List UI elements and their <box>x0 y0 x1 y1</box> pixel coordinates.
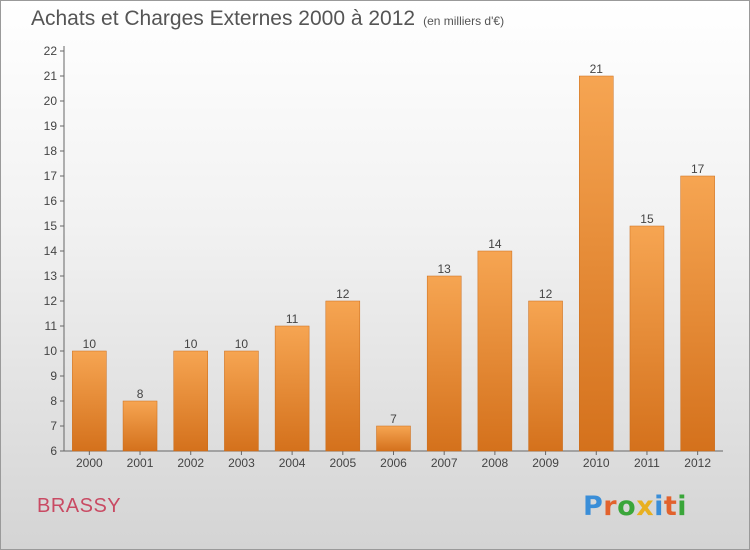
proxiti-logo[interactable]: Proxiti <box>583 491 687 522</box>
bar-2011 <box>629 225 665 452</box>
bar-2005 <box>325 300 361 452</box>
data-label-2006: 7 <box>390 412 397 426</box>
y-tick-label: 16 <box>44 194 58 208</box>
logo-letter: t <box>663 491 678 522</box>
logo-letter: i <box>677 491 688 522</box>
bar-2010 <box>579 75 614 452</box>
bar-2007 <box>426 275 462 452</box>
x-tick-label-2007: 2007 <box>431 456 458 470</box>
data-label-2003: 10 <box>235 337 249 351</box>
y-tick-label: 19 <box>44 119 58 133</box>
x-tick-label-2012: 2012 <box>684 456 711 470</box>
logo-letter: r <box>603 491 618 522</box>
bar-2009 <box>528 300 563 452</box>
bar-2001 <box>122 400 158 452</box>
y-tick-label: 7 <box>50 419 57 433</box>
logo-letter: x <box>636 491 655 522</box>
commune-name: BRASSY <box>37 495 122 517</box>
data-label-2004: 11 <box>286 312 299 326</box>
logo-letter: P <box>583 491 604 522</box>
data-label-2005: 12 <box>336 287 350 301</box>
data-label-2012: 17 <box>691 162 705 176</box>
y-tick-label: 20 <box>44 94 58 108</box>
y-tick-label: 15 <box>44 219 58 233</box>
x-tick-label-2011: 2011 <box>634 456 660 470</box>
chart-labels: 10 2000 8 2001 10 2002 10 2003 11 2004 12 2005 7 2006… <box>76 62 711 470</box>
bar-2012 <box>680 175 715 452</box>
y-tick-label: 11 <box>45 319 58 333</box>
x-tick-label-2009: 2009 <box>532 456 559 470</box>
y-tick-label: 13 <box>44 269 58 283</box>
x-tick-label-2005: 2005 <box>329 456 356 470</box>
x-tick-label-2008: 2008 <box>482 456 509 470</box>
y-tick-label: 21 <box>44 69 58 83</box>
chart-title-unit: (en milliers d'€) <box>423 14 505 28</box>
y-tick-label: 9 <box>50 369 57 383</box>
bar-2008 <box>477 250 513 452</box>
x-tick-label-2001: 2001 <box>127 456 154 470</box>
data-label-2010: 21 <box>590 62 604 76</box>
chart-title: Achats et Charges Externes 2000 à 2012 (e… <box>31 7 504 31</box>
x-tick-label-2010: 2010 <box>583 456 610 470</box>
bar-2004 <box>274 325 310 452</box>
data-label-2007: 13 <box>438 262 452 276</box>
x-tick-label-2003: 2003 <box>228 456 255 470</box>
x-tick-label-2002: 2002 <box>177 456 204 470</box>
y-tick-label: 6 <box>50 444 57 458</box>
bar-2003 <box>224 350 259 452</box>
x-tick-label-2000: 2000 <box>76 456 103 470</box>
y-tick-label: 12 <box>44 294 58 308</box>
x-tick-label-2006: 2006 <box>380 456 407 470</box>
data-label-2009: 12 <box>539 287 553 301</box>
logo-letter: i <box>654 491 664 522</box>
data-label-2001: 8 <box>137 387 144 401</box>
y-tick-label: 22 <box>44 44 58 58</box>
bar-2006 <box>376 425 411 452</box>
data-label-2008: 14 <box>488 237 502 251</box>
y-tick-label: 18 <box>44 144 58 158</box>
bar-2002 <box>173 350 208 452</box>
bar-2000 <box>72 350 107 452</box>
logo-letter: o <box>617 491 637 522</box>
y-tick-label: 17 <box>44 169 58 183</box>
x-tick-label-2004: 2004 <box>279 456 306 470</box>
y-tick-label: 14 <box>44 244 58 258</box>
y-tick-label: 8 <box>50 394 57 408</box>
chart-axes: 6 7 8 9 10 11 12 13 14 15 16 17 18 19 20 21 22 <box>44 44 723 458</box>
chart-bars <box>72 75 715 452</box>
chart-title-main: Achats et Charges Externes 2000 à 2012 <box>31 7 416 30</box>
y-tick-label: 10 <box>44 344 58 358</box>
data-label-2002: 10 <box>184 337 198 351</box>
data-label-2000: 10 <box>83 337 97 351</box>
data-label-2011: 15 <box>640 212 654 226</box>
